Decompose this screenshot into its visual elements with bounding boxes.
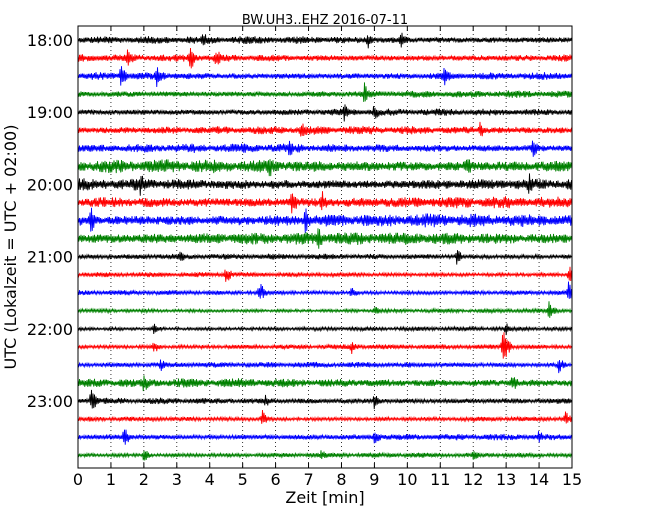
x-tick-label-13: 13 <box>496 470 516 489</box>
trace-19:30 <box>78 159 572 177</box>
trace-21:30 <box>78 301 572 318</box>
y-axis-label: UTC (Lokalzeit = UTC + 02:00) <box>1 125 20 370</box>
y-axis-ticks: 18:00 19:00 20:00 21:00 22:00 23:00 <box>27 31 572 411</box>
plot-area-frame <box>77 25 573 469</box>
x-tick-label-9: 9 <box>369 470 379 489</box>
x-axis-label: Zeit [min] <box>285 488 364 507</box>
trace-22:15 <box>78 359 572 374</box>
chart-title: BW.UH3..EHZ 2016-07-11 <box>242 13 408 28</box>
trace-22:45 <box>78 389 572 410</box>
x-tick-label-8: 8 <box>336 470 346 489</box>
trace-18:00 <box>78 47 572 69</box>
y-tick-label-19:00: 19:00 <box>27 103 73 122</box>
trace-19:15 <box>78 140 572 157</box>
y-tick-label-18:00: 18:00 <box>27 31 73 50</box>
trace-20:30 <box>78 228 572 249</box>
trace-22:00 <box>78 332 572 359</box>
trace-23:15 <box>78 429 572 445</box>
trace-23:30 <box>78 450 572 461</box>
trace-17:45 <box>78 32 572 49</box>
trace-20:00 <box>78 191 572 214</box>
x-tick-label-12: 12 <box>463 470 483 489</box>
trace-23:00 <box>78 410 572 424</box>
x-tick-label-7: 7 <box>303 470 313 489</box>
x-tick-label-5: 5 <box>238 470 248 489</box>
x-axis-ticks: 0 1 2 3 4 5 6 7 8 9 10 11 12 13 14 15 <box>73 26 582 489</box>
trace-20:15 <box>78 207 572 233</box>
trace-21:15 <box>78 281 572 299</box>
x-tick-label-15: 15 <box>562 470 582 489</box>
x-tick-label-4: 4 <box>205 470 215 489</box>
trace-group <box>78 32 572 461</box>
trace-21:00 <box>78 266 572 282</box>
x-tick-label-1: 1 <box>106 470 116 489</box>
x-tick-label-10: 10 <box>397 470 417 489</box>
x-tick-label-6: 6 <box>271 470 281 489</box>
trace-22:30 <box>78 375 572 392</box>
seismic-traces <box>78 32 572 461</box>
trace-19:00 <box>78 121 572 137</box>
vertical-gridlines <box>110 26 540 468</box>
trace-19:45 <box>78 173 572 196</box>
y-tick-label-23:00: 23:00 <box>27 392 73 411</box>
trace-18:30 <box>78 82 572 102</box>
y-tick-label-21:00: 21:00 <box>27 248 73 267</box>
trace-18:45 <box>78 104 572 122</box>
x-tick-label-2: 2 <box>139 470 149 489</box>
trace-18:15 <box>78 66 572 88</box>
trace-20:45 <box>78 250 572 265</box>
y-tick-label-20:00: 20:00 <box>27 175 73 194</box>
x-tick-label-14: 14 <box>529 470 549 489</box>
x-tick-label-11: 11 <box>430 470 450 489</box>
y-tick-label-22:00: 22:00 <box>27 320 73 339</box>
x-tick-label-0: 0 <box>73 470 83 489</box>
x-tick-label-3: 3 <box>172 470 182 489</box>
trace-21:45 <box>78 323 572 336</box>
